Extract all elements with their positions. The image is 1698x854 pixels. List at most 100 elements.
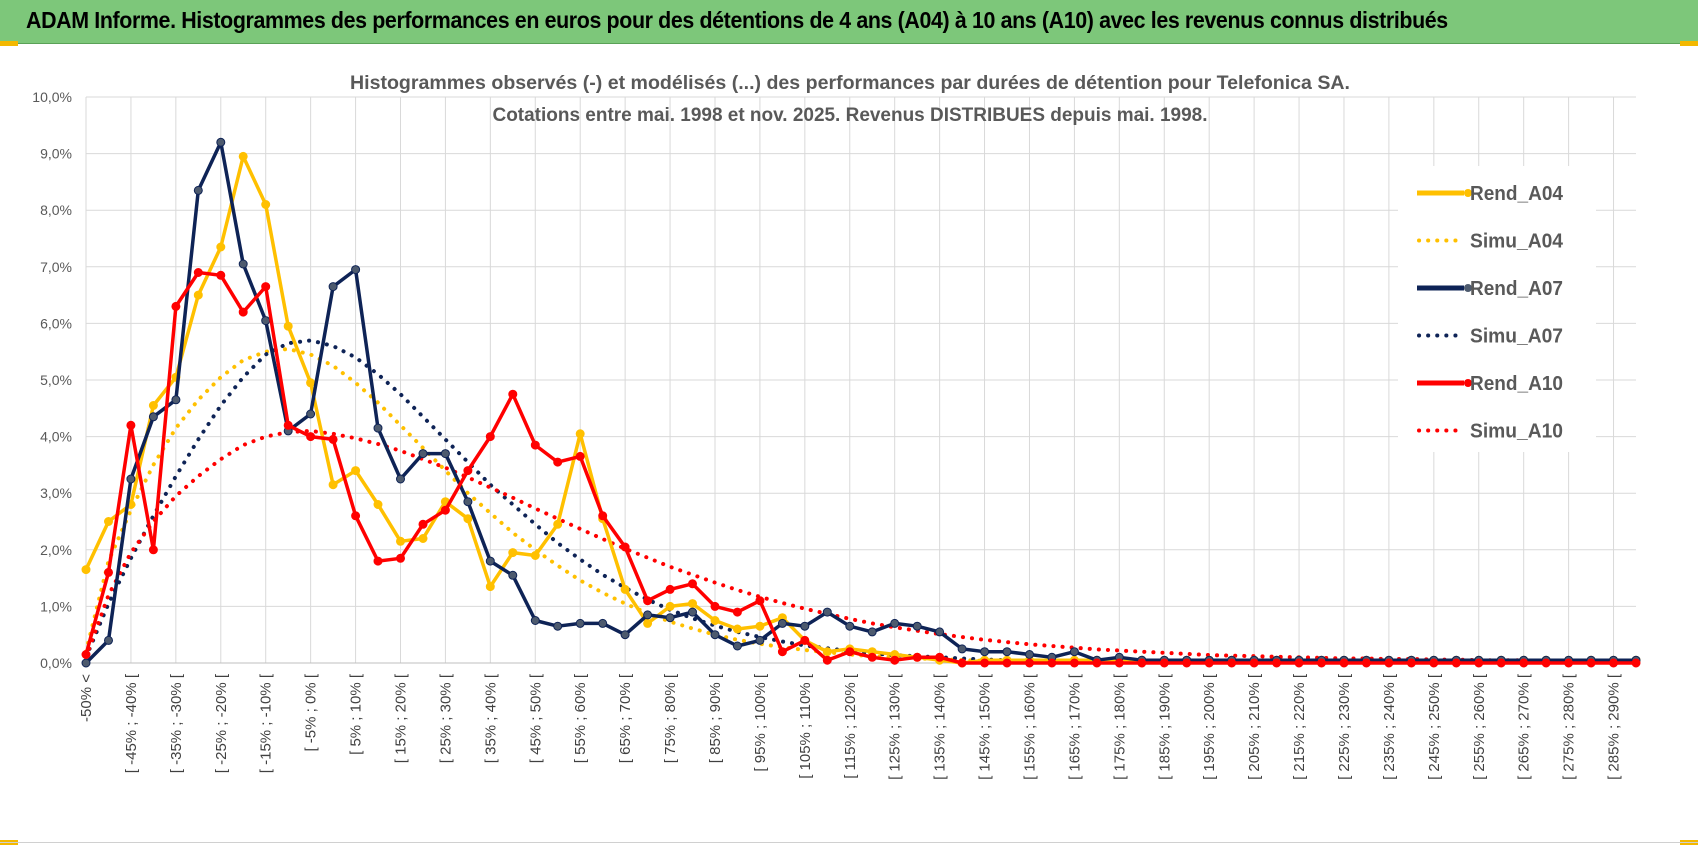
- data-point-Rend_A10: [351, 511, 361, 521]
- data-point-Rend_A07: [620, 630, 630, 640]
- data-point-Rend_A07: [193, 185, 203, 195]
- x-tick-label: [ 195% ; 200% [: [1201, 673, 1218, 780]
- series-Rend_A10: [81, 268, 1641, 668]
- data-point-Rend_A07: [957, 644, 967, 654]
- data-point-Rend_A07: [867, 627, 877, 637]
- data-point-Rend_A10: [1406, 658, 1416, 668]
- data-point-Rend_A04: [755, 621, 765, 631]
- data-point-Rend_A10: [238, 307, 248, 317]
- data-point-Rend_A10: [1092, 658, 1102, 668]
- series-line-Simu_A10: [84, 428, 1638, 664]
- data-point-Rend_A07: [845, 621, 855, 631]
- data-point-Rend_A07: [710, 630, 720, 640]
- data-point-Rend_A10: [485, 432, 495, 442]
- data-point-Rend_A10: [598, 511, 608, 521]
- data-point-Rend_A10: [620, 542, 630, 552]
- data-point-Rend_A07: [890, 618, 900, 628]
- data-point-Rend_A07: [373, 423, 383, 433]
- data-point-Rend_A04: [351, 466, 361, 476]
- data-point-Rend_A10: [553, 457, 563, 467]
- chart-series: [81, 137, 1641, 668]
- y-tick-label: 8,0%: [40, 202, 72, 218]
- data-point-Rend_A10: [283, 420, 293, 430]
- legend-marker: [1464, 379, 1472, 387]
- data-point-Rend_A07: [1069, 647, 1079, 657]
- data-point-Rend_A04: [732, 624, 742, 634]
- data-point-Rend_A07: [1002, 647, 1012, 657]
- legend-item-Rend_A07: Rend_A07: [1417, 278, 1563, 300]
- data-point-Rend_A10: [418, 519, 428, 529]
- data-point-Rend_A10: [216, 270, 226, 280]
- data-point-Rend_A10: [104, 567, 113, 577]
- x-tick-label: [ 105% ; 110% [: [797, 673, 814, 779]
- data-point-Rend_A10: [732, 607, 742, 617]
- data-point-Rend_A04: [148, 401, 158, 410]
- data-point-Rend_A10: [1159, 658, 1169, 668]
- data-point-Rend_A10: [193, 268, 203, 277]
- data-point-Rend_A10: [1586, 658, 1596, 668]
- data-point-Rend_A07: [148, 412, 158, 422]
- data-point-Rend_A07: [171, 395, 181, 405]
- data-point-Rend_A07: [126, 474, 136, 484]
- x-tick-label: [ 15% ; 20% [: [392, 673, 409, 763]
- data-point-Rend_A04: [665, 601, 675, 611]
- data-point-Rend_A04: [238, 151, 248, 161]
- data-point-Rend_A10: [575, 451, 585, 461]
- x-tick-label: [ 115% ; 120% [: [842, 673, 859, 779]
- data-point-Rend_A10: [328, 434, 338, 444]
- data-point-Rend_A10: [912, 652, 922, 662]
- data-point-Rend_A04: [104, 517, 113, 526]
- data-point-Rend_A10: [1002, 658, 1012, 668]
- chart-grid: [85, 96, 1636, 664]
- data-point-Rend_A04: [261, 200, 271, 209]
- x-tick-label: [ 155% ; 160% [: [1021, 673, 1038, 780]
- data-point-Rend_A10: [440, 505, 450, 515]
- data-point-Rend_A07: [688, 607, 697, 617]
- data-point-Rend_A07: [598, 618, 608, 628]
- x-tick-label: [ 245% ; 250% [: [1426, 673, 1443, 780]
- data-point-Rend_A10: [1631, 658, 1641, 668]
- x-tick-label: [ -5% ; 0% [: [303, 673, 320, 751]
- data-point-Rend_A07: [1025, 650, 1034, 659]
- x-tick-label: [ 175% ; 180% [: [1111, 673, 1128, 780]
- chart-subtitle: Cotations entre mai. 1998 et nov. 2025. …: [493, 105, 1208, 126]
- data-point-Rend_A10: [890, 655, 900, 665]
- data-point-Rend_A07: [463, 497, 473, 507]
- report-banner: ADAM Informe. Histogrammes des performan…: [0, 0, 1698, 44]
- chart-legend: Rend_A04 Simu_A04 Rend_A07 Simu_A07 Rend_A10…: [1417, 183, 1564, 443]
- data-point-Rend_A04: [373, 500, 383, 509]
- legend-marker: [1464, 189, 1472, 197]
- data-point-Rend_A10: [1609, 658, 1618, 668]
- data-point-Rend_A10: [396, 553, 405, 563]
- data-point-Rend_A04: [418, 534, 428, 543]
- y-tick-label: 5,0%: [40, 372, 72, 388]
- x-tick-label: [ -35% ; -30% [: [168, 673, 185, 773]
- x-tick-label: [ 285% ; 290% [: [1606, 673, 1623, 780]
- data-point-Rend_A10: [373, 556, 383, 566]
- data-point-Rend_A04: [530, 551, 540, 560]
- data-point-Rend_A10: [845, 647, 855, 657]
- data-point-Rend_A10: [755, 596, 765, 606]
- data-point-Rend_A04: [688, 599, 697, 609]
- legend-item-Rend_A04: Rend_A04: [1417, 183, 1564, 205]
- y-tick-label: 3,0%: [40, 485, 72, 501]
- data-point-Rend_A10: [867, 652, 877, 662]
- y-tick-label: 7,0%: [40, 259, 72, 275]
- data-point-Rend_A04: [643, 618, 653, 628]
- data-point-Rend_A10: [665, 584, 675, 594]
- data-point-Rend_A07: [238, 259, 248, 269]
- x-tick-label: [ 35% ; 40% [: [482, 673, 499, 763]
- data-point-Rend_A10: [1069, 658, 1079, 668]
- chart-title: Histogrammes observés (-) et modélisés (…: [350, 73, 1350, 94]
- legend-label: Simu_A10: [1470, 421, 1563, 443]
- data-point-Rend_A07: [980, 647, 990, 657]
- x-tick-label: [ 145% ; 150% [: [977, 673, 994, 780]
- data-point-Rend_A07: [732, 641, 742, 651]
- data-point-Rend_A10: [1361, 658, 1371, 668]
- data-point-Rend_A07: [755, 635, 765, 645]
- data-point-Rend_A04: [193, 290, 203, 300]
- x-tick-label: [ 25% ; 30% [: [437, 673, 454, 763]
- data-point-Rend_A07: [328, 282, 338, 292]
- x-tick-label: [ 75% ; 80% [: [662, 673, 679, 763]
